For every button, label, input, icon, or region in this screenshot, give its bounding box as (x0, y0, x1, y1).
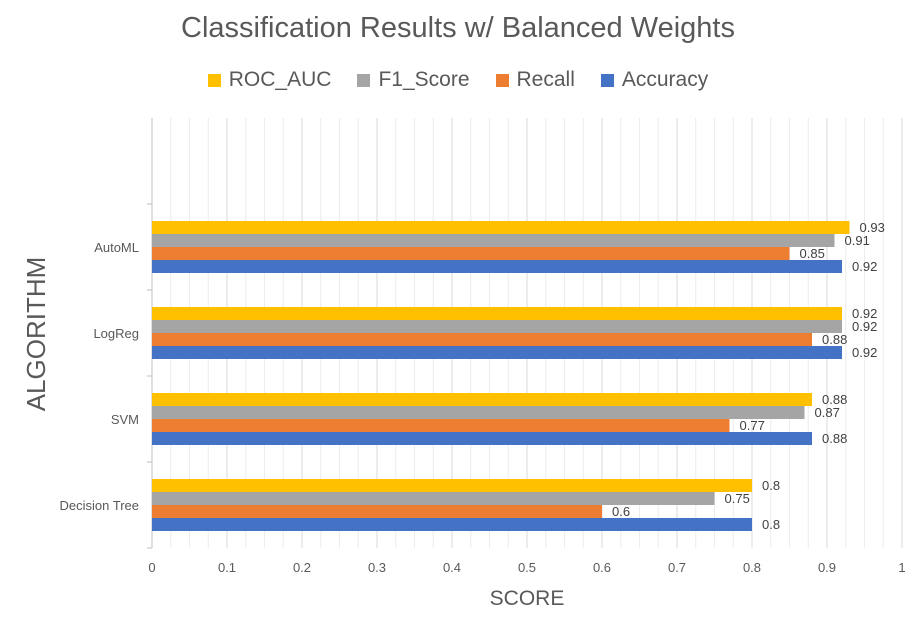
category-label-logreg: LogReg (93, 326, 139, 341)
data-label-logreg-roc-auc: 0.92 (852, 306, 877, 321)
data-label-logreg-recall: 0.88 (822, 332, 847, 347)
data-label-svm-accuracy: 0.88 (822, 431, 847, 446)
bar-svm-roc-auc (152, 393, 812, 406)
x-tick-label: 0.3 (368, 560, 386, 575)
bar-decision-tree-roc-auc (152, 479, 752, 492)
x-tick-label: 0.2 (293, 560, 311, 575)
category-label-svm: SVM (111, 412, 139, 427)
chart-title: Classification Results w/ Balanced Weigh… (181, 12, 735, 44)
bar-logreg-f1-score (152, 320, 842, 333)
bar-automl-recall (152, 247, 790, 260)
category-label-automl: AutoML (94, 240, 139, 255)
y-axis-title: ALGORITHM (21, 257, 51, 412)
x-tick-label: 0.5 (518, 560, 536, 575)
data-label-svm-roc-auc: 0.88 (822, 392, 847, 407)
data-label-svm-f1-score: 0.87 (815, 405, 840, 420)
bar-automl-roc-auc (152, 221, 850, 234)
data-label-decision-tree-accuracy: 0.8 (762, 517, 780, 532)
legend-item-recall: Recall (495, 68, 575, 92)
legend-swatch-accuracy (600, 73, 614, 87)
x-tick-label: 0 (148, 560, 155, 575)
legend-item-accuracy: Accuracy (600, 68, 709, 92)
data-label-automl-accuracy: 0.92 (852, 259, 877, 274)
bar-decision-tree-f1-score (152, 492, 715, 505)
bar-decision-tree-recall (152, 505, 602, 518)
data-label-decision-tree-recall: 0.6 (612, 504, 630, 519)
data-label-logreg-f1-score: 0.92 (852, 319, 877, 334)
x-axis-title: SCORE (490, 587, 565, 610)
bar-svm-f1-score (152, 406, 805, 419)
bar-decision-tree-accuracy (152, 518, 752, 531)
data-label-decision-tree-f1-score: 0.75 (725, 491, 750, 506)
legend: ROC_AUC F1_Score Recall Accuracy (0, 68, 916, 92)
legend-label: ROC_AUC (228, 68, 332, 91)
data-label-decision-tree-roc-auc: 0.8 (762, 478, 780, 493)
bar-automl-f1-score (152, 234, 835, 247)
legend-swatch-recall (495, 73, 509, 87)
bar-logreg-recall (152, 333, 812, 346)
x-tick-label: 0.4 (443, 560, 461, 575)
x-tick-label: 0.8 (743, 560, 761, 575)
category-label-decision-tree: Decision Tree (60, 498, 139, 513)
data-label-logreg-accuracy: 0.92 (852, 345, 877, 360)
data-label-automl-recall: 0.85 (800, 246, 825, 261)
data-label-automl-roc-auc: 0.93 (860, 220, 885, 235)
legend-swatch-f1-score (357, 73, 371, 87)
bar-svm-accuracy (152, 432, 812, 445)
legend-label: Accuracy (621, 68, 709, 91)
legend-item-roc-auc: ROC_AUC (207, 68, 332, 92)
x-tick-label: 0.6 (593, 560, 611, 575)
legend-label: Recall (516, 68, 575, 91)
legend-swatch-roc-auc (207, 73, 221, 87)
data-label-svm-recall: 0.77 (740, 418, 765, 433)
data-label-automl-f1-score: 0.91 (845, 233, 870, 248)
legend-item-f1-score: F1_Score (357, 68, 470, 92)
x-tick-label: 0.9 (818, 560, 836, 575)
x-tick-label: 0.7 (668, 560, 686, 575)
bar-svm-recall (152, 419, 730, 432)
bar-automl-accuracy (152, 260, 842, 273)
legend-label: F1_Score (378, 68, 470, 91)
x-tick-label: 1 (898, 560, 905, 575)
bar-logreg-accuracy (152, 346, 842, 359)
x-tick-label: 0.1 (218, 560, 236, 575)
bar-logreg-roc-auc (152, 307, 842, 320)
